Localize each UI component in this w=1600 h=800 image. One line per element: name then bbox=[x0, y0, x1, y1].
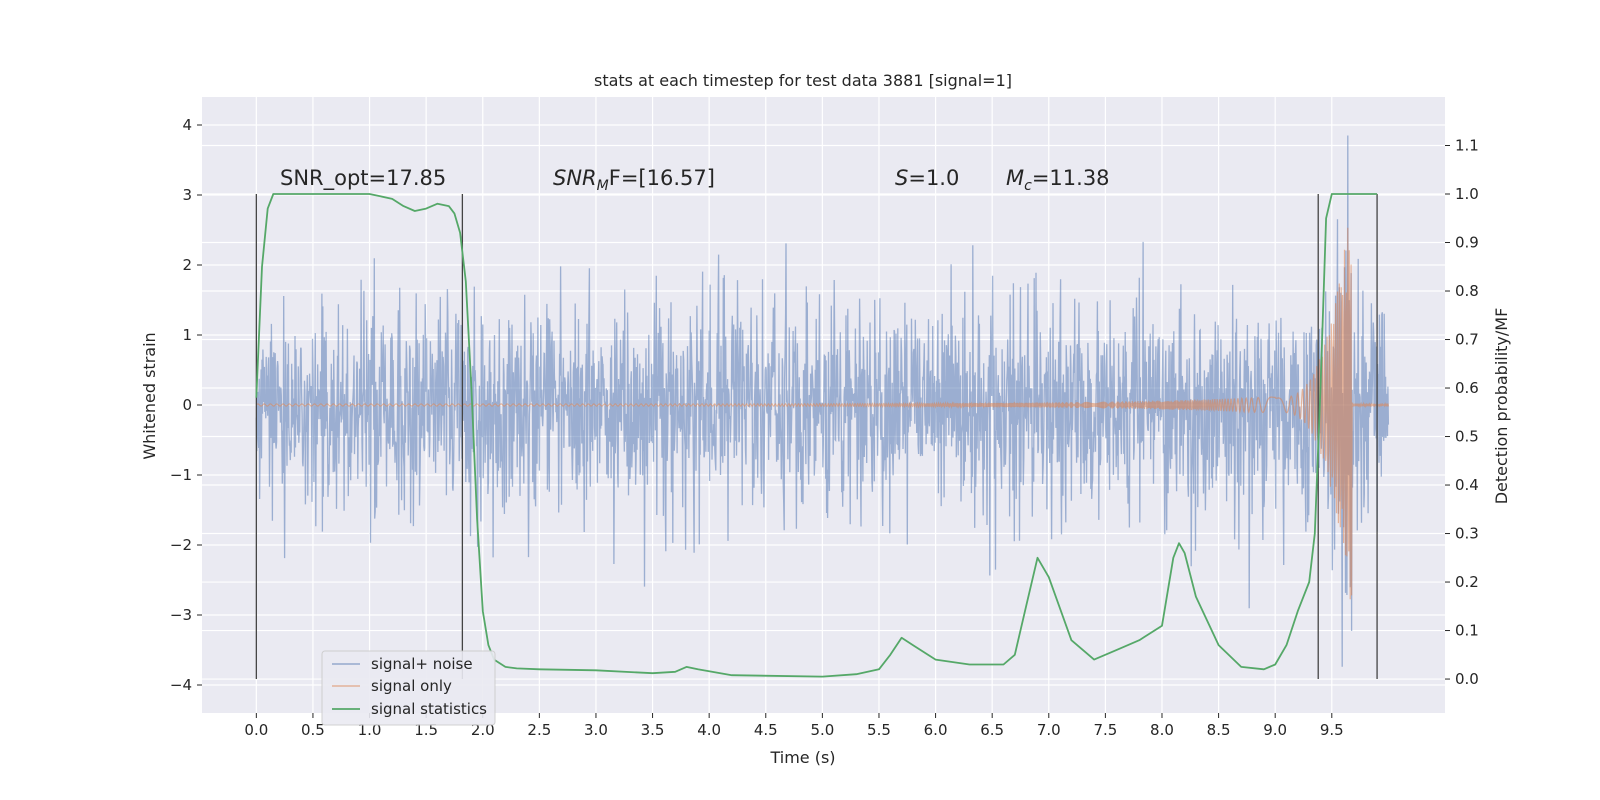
legend-label-signal-noise: signal+ noise bbox=[371, 655, 473, 673]
y2-axis-label: Detection probability/MF bbox=[1492, 308, 1511, 505]
y-tick-label: −4 bbox=[170, 676, 192, 694]
legend-label-signal-only: signal only bbox=[371, 677, 452, 695]
y2-tick-label: 0.6 bbox=[1455, 379, 1479, 397]
x-tick-label: 5.0 bbox=[810, 721, 834, 739]
chart-title: stats at each timestep for test data 388… bbox=[594, 71, 1012, 90]
annotation-snr-mf-sub: M bbox=[597, 178, 609, 194]
legend-label-signal-statistics: signal statistics bbox=[371, 700, 487, 718]
x-axis-ticks: 0.0 0.5 1.0 1.5 2.0 2.5 3.0 3.5 4.0 4.5 5.0 5.5 6.0 6… bbox=[244, 713, 1344, 739]
x-tick-label: 7.0 bbox=[1037, 721, 1061, 739]
signal-statistics-line bbox=[255, 193, 1378, 678]
x-tick-label: 9.0 bbox=[1263, 721, 1287, 739]
y-tick-label: 0 bbox=[182, 396, 192, 414]
y2-axis-ticks: 1.1 1.0 0.9 0.8 0.7 0.6 0.5 0.4 0.3 0.2 0.1 0.0 bbox=[1445, 137, 1479, 688]
y2-tick-label: 0.1 bbox=[1455, 622, 1479, 640]
x-tick-label: 3.5 bbox=[641, 721, 665, 739]
x-tick-label: 4.0 bbox=[697, 721, 721, 739]
y2-tick-label: 0.9 bbox=[1455, 234, 1479, 252]
annotation-snr-mf-rest: F=[16.57] bbox=[609, 166, 715, 190]
x-tick-label: 0.0 bbox=[244, 721, 268, 739]
legend: signal+ noise signal only signal statist… bbox=[321, 650, 496, 726]
annotation-mc-main: M bbox=[1006, 166, 1024, 190]
y2-tick-label: 0.4 bbox=[1455, 476, 1479, 494]
x-tick-label: 2.5 bbox=[527, 721, 551, 739]
x-tick-label: 6.0 bbox=[924, 721, 948, 739]
y2-tick-label: 0.2 bbox=[1455, 573, 1479, 591]
annotation-s-rest: =1.0 bbox=[908, 166, 959, 190]
y-tick-label: 3 bbox=[182, 186, 192, 204]
signal-noise-line bbox=[255, 135, 1390, 667]
y2-tick-label: 0.8 bbox=[1455, 282, 1479, 300]
x-tick-label: 0.5 bbox=[301, 721, 325, 739]
x-tick-label: 3.0 bbox=[584, 721, 608, 739]
series-signal-only bbox=[255, 227, 1389, 600]
y2-tick-label: 0.3 bbox=[1455, 525, 1479, 543]
series-signal-statistics bbox=[255, 193, 1378, 678]
y-tick-label: 1 bbox=[182, 326, 192, 344]
y2-tick-label: 0.7 bbox=[1455, 331, 1479, 349]
x-tick-label: 9.5 bbox=[1320, 721, 1344, 739]
y-tick-label: 2 bbox=[182, 256, 192, 274]
series-signal-noise bbox=[255, 135, 1390, 667]
annotation-mc-sub: c bbox=[1024, 178, 1032, 194]
annotation-snr-mf: SNRMF=[16.57] bbox=[553, 166, 715, 194]
x-tick-label: 8.5 bbox=[1207, 721, 1231, 739]
y2-tick-label: 0.5 bbox=[1455, 428, 1479, 446]
annotation-mc: Mc=11.38 bbox=[1006, 166, 1110, 194]
annotation-snr-opt: SNR_opt=17.85 bbox=[280, 166, 446, 191]
x-tick-label: 4.5 bbox=[754, 721, 778, 739]
detection-windows bbox=[255, 194, 1378, 680]
annotation-s-main: S bbox=[895, 166, 908, 190]
y-tick-label: −3 bbox=[170, 606, 192, 624]
y-tick-label: −1 bbox=[170, 466, 192, 484]
annotation-snr-mf-main: SNR bbox=[553, 166, 597, 190]
y2-tick-label: 0.0 bbox=[1455, 670, 1479, 688]
y-axis-ticks: 4 3 2 1 0 −1 −2 −3 −4 bbox=[170, 116, 202, 694]
annotation-mc-rest: =11.38 bbox=[1032, 166, 1110, 190]
y-tick-label: −2 bbox=[170, 536, 192, 554]
x-tick-label: 5.5 bbox=[867, 721, 891, 739]
y-axis-label: Whitened strain bbox=[140, 332, 159, 459]
x-tick-label: 8.0 bbox=[1150, 721, 1174, 739]
x-tick-label: 7.5 bbox=[1093, 721, 1117, 739]
legend-frame bbox=[321, 650, 496, 726]
y-tick-label: 4 bbox=[182, 116, 192, 134]
signal-only-line bbox=[255, 227, 1389, 600]
y2-tick-label: 1.0 bbox=[1455, 185, 1479, 203]
x-tick-label: 6.5 bbox=[980, 721, 1004, 739]
annotation-s: S=1.0 bbox=[895, 166, 959, 190]
x-axis-label: Time (s) bbox=[769, 748, 835, 767]
y2-tick-label: 1.1 bbox=[1455, 137, 1479, 155]
